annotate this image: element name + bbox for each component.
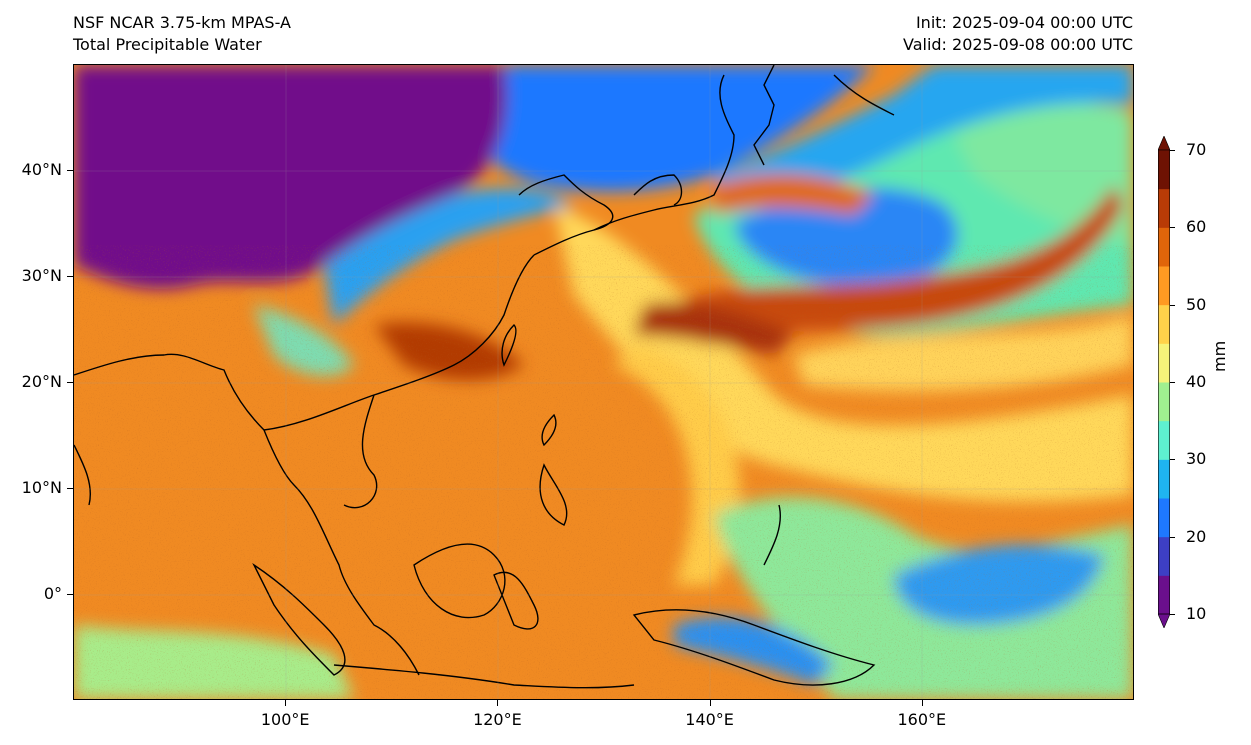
colorbar-swatch	[1158, 382, 1170, 422]
field-title: Total Precipitable Water	[73, 35, 262, 54]
colorbar-max-extend	[1158, 136, 1170, 151]
colorbar-tick-mark	[1170, 150, 1175, 151]
lat-tick-label: 0°	[43, 584, 62, 603]
lat-tick-mark	[67, 382, 73, 383]
colorbar-tick-mark	[1170, 536, 1175, 538]
time-block: Init: 2025-09-04 00:00 UTC Valid: 2025-0…	[903, 12, 1133, 56]
colorbar-tick-mark	[1170, 459, 1175, 461]
colorbar-tick-label: 10	[1186, 604, 1207, 623]
lat-tick-label: 10°N	[21, 478, 62, 497]
lon-tick-mark	[285, 700, 287, 706]
colorbar-swatch	[1158, 498, 1170, 538]
colorbar-swatch	[1158, 304, 1170, 344]
lat-tick-label: 20°N	[21, 372, 62, 391]
lon-tick-mark	[497, 700, 499, 706]
colorbar-swatch	[1158, 459, 1170, 499]
colorbar-unit-label: mm	[1210, 340, 1229, 372]
lat-tick-label: 30°N	[21, 266, 62, 285]
lon-tick-label: 160°E	[897, 710, 947, 729]
model-title: NSF NCAR 3.75-km MPAS-A	[73, 13, 291, 32]
lon-tick-label: 100°E	[260, 710, 310, 729]
lat-tick-mark	[67, 488, 73, 489]
colorbar-min-extend	[1158, 613, 1170, 628]
colorbar	[1158, 136, 1170, 628]
colorbar-tick-mark	[1170, 304, 1175, 306]
lon-tick-mark	[921, 700, 923, 706]
colorbar-tick-mark	[1170, 614, 1175, 615]
lat-tick-mark	[67, 594, 73, 595]
map-panel[interactable]	[73, 64, 1134, 700]
graticule	[74, 65, 1133, 699]
lat-tick-mark	[67, 276, 73, 277]
colorbar-swatch	[1158, 575, 1170, 615]
precipitable-water-map[interactable]	[74, 65, 1133, 699]
lat-tick-mark	[67, 170, 73, 171]
colorbar-swatch	[1158, 343, 1170, 383]
lon-tick-label: 140°E	[685, 710, 734, 729]
colorbar-frame	[1158, 149, 1170, 615]
colorbar-swatch	[1158, 266, 1170, 306]
colorbar-swatch	[1158, 227, 1170, 267]
colorbar-swatch	[1158, 188, 1170, 228]
colorbar-swatch	[1158, 420, 1170, 460]
title-block: NSF NCAR 3.75-km MPAS-A Total Precipitab…	[73, 12, 291, 56]
lon-tick-label: 120°E	[473, 710, 522, 729]
colorbar-tick-label: 20	[1186, 526, 1207, 546]
colorbar-swatch	[1158, 150, 1170, 190]
valid-time: Valid: 2025-09-08 00:00 UTC	[902, 35, 1133, 54]
lon-tick-mark	[709, 700, 711, 706]
colorbar-tick-mark	[1170, 382, 1175, 383]
colorbar-tick-mark	[1170, 227, 1175, 229]
colorbar-swatch	[1158, 536, 1170, 576]
colorbar-tick-label: 40	[1186, 372, 1207, 391]
colorbar-tick-label: 60	[1186, 217, 1207, 237]
lat-tick-label: 40°N	[21, 160, 62, 179]
colorbar-tick-label: 30	[1186, 449, 1207, 469]
colorbar-tick-label: 70	[1186, 140, 1207, 159]
coastlines	[74, 65, 895, 689]
colorbar-tick-label: 50	[1186, 294, 1207, 314]
speckle-texture	[74, 245, 1133, 699]
init-time: Init: 2025-09-04 00:00 UTC	[915, 13, 1133, 32]
